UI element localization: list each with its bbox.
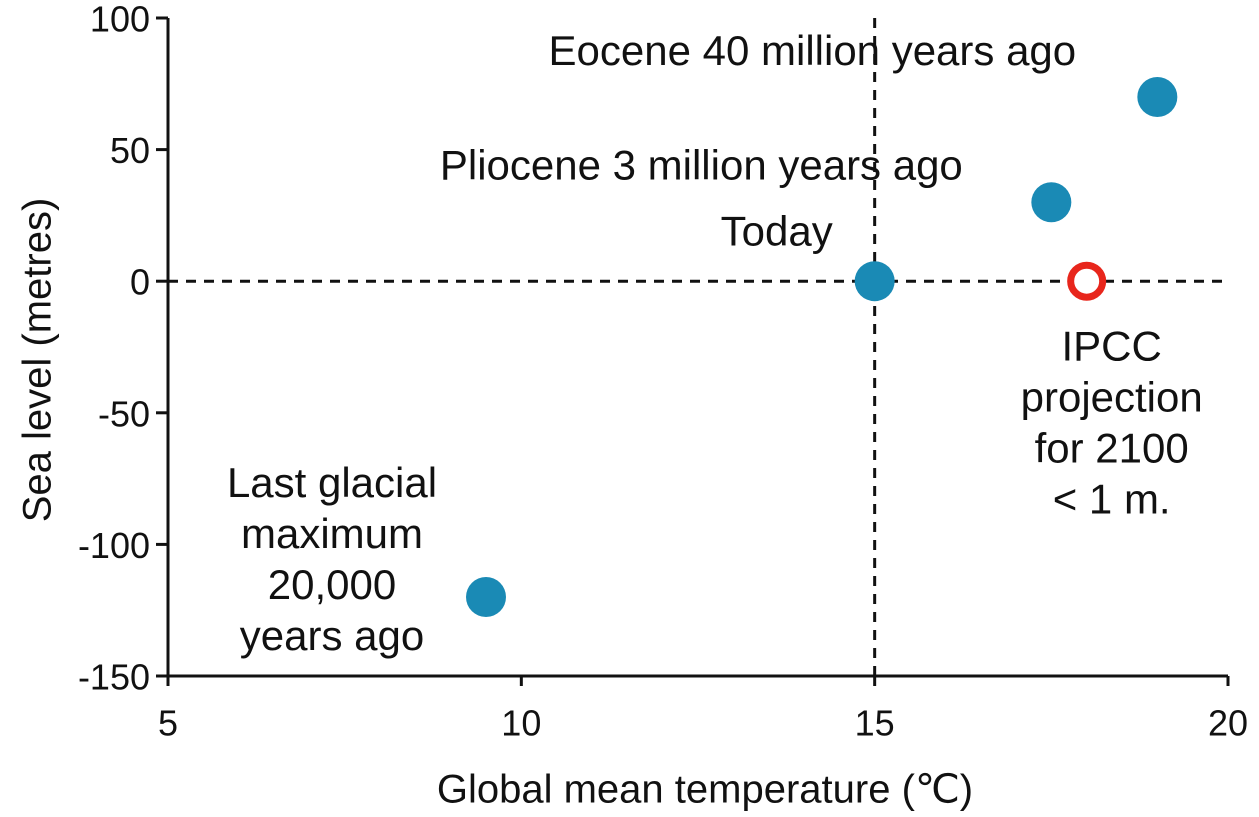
x-tick-label: 5 (158, 703, 178, 744)
point-label: projection (1021, 373, 1203, 420)
point (1067, 261, 1107, 301)
point (466, 577, 506, 618)
point-label: Today (721, 207, 833, 254)
x-tick-label: 10 (501, 703, 541, 744)
y-tick-label: -100 (78, 525, 150, 566)
y-axis-title: Sea level (metres) (16, 198, 60, 523)
point (854, 261, 895, 302)
y-tick-label: 0 (130, 262, 150, 303)
point-label: maximum (241, 510, 423, 557)
point (1137, 76, 1178, 117)
point-label: Pliocene 3 million years ago (440, 141, 963, 188)
point-label: for 2100 (1035, 424, 1189, 471)
point-label: Last glacial (227, 459, 437, 506)
point-label: Eocene 40 million years ago (549, 27, 1077, 74)
point-label: IPCC (1061, 322, 1161, 369)
point (1031, 182, 1072, 223)
point-label: < 1 m. (1053, 475, 1171, 522)
y-tick-label: 50 (110, 130, 150, 171)
point-label: 20,000 (268, 561, 396, 608)
x-tick-label: 15 (855, 703, 895, 744)
y-tick-label: -50 (98, 393, 150, 434)
y-tick-label: -150 (78, 657, 150, 698)
x-axis-title: Global mean temperature (℃) (437, 768, 973, 812)
y-tick-label: 100 (90, 0, 150, 40)
point-label: years ago (240, 612, 424, 659)
x-tick-label: 20 (1208, 703, 1248, 744)
